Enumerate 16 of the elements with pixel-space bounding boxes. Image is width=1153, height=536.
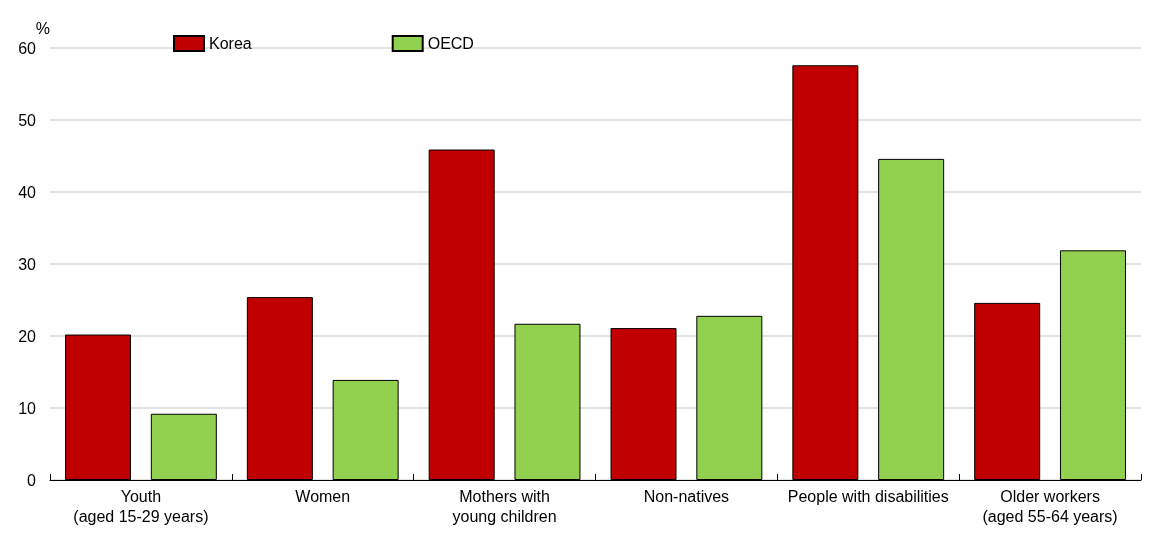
x-tick-label: Non-natives <box>643 487 730 505</box>
legend-label: OECD <box>427 35 474 52</box>
x-tick-label: Mothers with young children <box>452 487 557 525</box>
x-tick-label: Youth (aged 15-29 years) <box>73 487 209 525</box>
y-tick-label: 10 <box>18 399 37 417</box>
x-tick-label: Women <box>295 487 351 505</box>
y-tick-label: 60 <box>18 39 37 57</box>
y-tick-label: 20 <box>18 327 37 345</box>
y-tick-label: 40 <box>18 183 37 201</box>
y-tick-label: 30 <box>18 255 37 273</box>
x-tick-label: Older workers (aged 55-64 years) <box>982 487 1118 525</box>
y-tick-label: 50 <box>18 111 37 129</box>
y-axis-title: % <box>35 19 50 37</box>
x-tick-label: People with disabilities <box>787 487 949 505</box>
y-tick-label: 0 <box>27 471 37 489</box>
legend-label: Korea <box>209 35 252 52</box>
